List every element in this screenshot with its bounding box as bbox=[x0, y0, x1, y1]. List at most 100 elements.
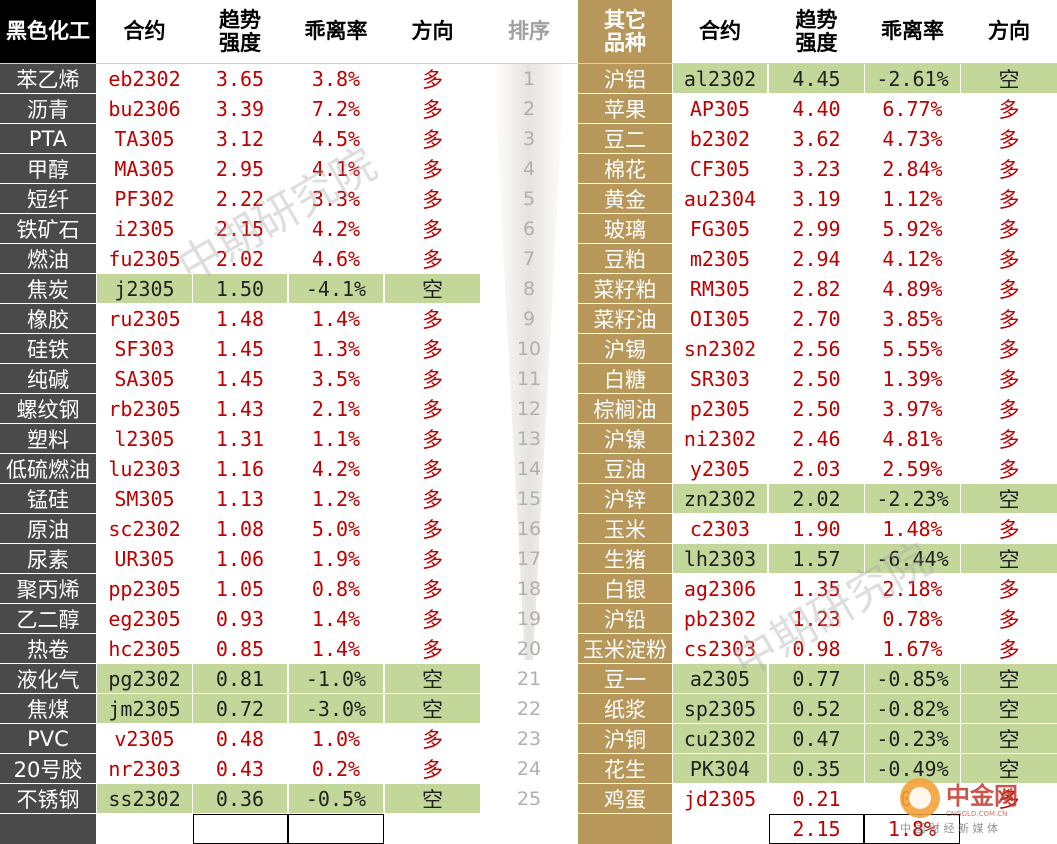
right-row-contract: c2303 bbox=[689, 516, 751, 541]
left-row-strength: 1.05 bbox=[215, 576, 265, 601]
right-row-name: 黄金 bbox=[578, 184, 672, 213]
sort-rank: 7 bbox=[522, 247, 536, 270]
right-row-contract: p2305 bbox=[689, 396, 751, 421]
left-row-deviation: 0.2% bbox=[311, 756, 361, 781]
right-row-name: 豆二 bbox=[578, 124, 672, 153]
right-row-contract: jd2305 bbox=[683, 786, 757, 811]
left-row-deviation: -3.0% bbox=[289, 694, 383, 723]
logo-url: CNGOLD.COM.CN bbox=[946, 810, 1007, 818]
logo-subtitle: 中 国 财 经 新 媒 体 bbox=[900, 821, 998, 835]
right-row-name: 豆粕 bbox=[578, 244, 672, 273]
right-row-deviation: 3.85% bbox=[882, 306, 943, 331]
left-row-contract: ru2305 bbox=[108, 306, 181, 331]
sort-column-gradient bbox=[493, 64, 565, 660]
left-row-name: 塑料 bbox=[0, 424, 96, 453]
right-row-direction: 多 bbox=[998, 457, 1020, 482]
right-row-deviation: 5.92% bbox=[882, 216, 943, 241]
left-row-contract: nr2303 bbox=[108, 756, 181, 781]
right-row-strength: 1.90 bbox=[792, 516, 841, 541]
right-row-direction: 多 bbox=[998, 787, 1020, 812]
right-row-deviation: 4.73% bbox=[882, 126, 943, 151]
left-row-strength: 0.72 bbox=[193, 694, 287, 723]
left-row-direction: 多 bbox=[422, 217, 443, 242]
right-row-strength: 3.19 bbox=[792, 186, 841, 211]
right-row-contract: FG305 bbox=[689, 216, 751, 241]
left-row-deviation: 1.4% bbox=[311, 636, 361, 661]
right-row-direction: 多 bbox=[998, 607, 1020, 632]
left-row-direction: 空 bbox=[385, 664, 480, 693]
right-row-name: 玉米 bbox=[578, 514, 672, 543]
right-header-direction: 方向 bbox=[988, 19, 1030, 43]
sort-rank: 23 bbox=[516, 727, 542, 750]
left-row-deviation: 4.6% bbox=[311, 246, 361, 271]
right-row-direction: 多 bbox=[998, 367, 1020, 392]
left-row-contract: rb2305 bbox=[108, 396, 181, 421]
right-row-direction: 空 bbox=[961, 724, 1057, 753]
left-row-name: 热卷 bbox=[0, 634, 96, 663]
left-row-contract: bu2306 bbox=[108, 96, 181, 121]
right-row-direction: 多 bbox=[998, 217, 1020, 242]
right-header-category: 其它 品种 bbox=[578, 0, 672, 63]
right-row-name: 玻璃 bbox=[578, 214, 672, 243]
right-row-contract: ni2302 bbox=[683, 426, 757, 451]
right-row-strength: 2.46 bbox=[792, 426, 841, 451]
right-row-direction: 多 bbox=[998, 277, 1020, 302]
right-row-direction: 多 bbox=[998, 577, 1020, 602]
left-row-contract: l2305 bbox=[114, 426, 175, 451]
right-row-direction: 多 bbox=[998, 157, 1020, 182]
right-row-deviation: -2.23% bbox=[865, 484, 960, 513]
right-row-strength: 0.77 bbox=[769, 664, 864, 693]
left-row-contract: jm2305 bbox=[97, 694, 192, 723]
right-row-deviation: 1.39% bbox=[882, 366, 943, 391]
right-row-contract: sp2305 bbox=[673, 694, 767, 723]
right-row-strength: 2.50 bbox=[792, 366, 841, 391]
left-row-name: 橡胶 bbox=[0, 304, 96, 333]
sort-rank: 24 bbox=[516, 757, 542, 780]
left-row-deviation: 1.0% bbox=[311, 726, 361, 751]
right-row-name: 棉花 bbox=[578, 154, 672, 183]
left-row-name: 甲醇 bbox=[0, 154, 96, 183]
right-row-contract: RM305 bbox=[689, 276, 751, 301]
right-row-contract: zn2302 bbox=[673, 484, 767, 513]
left-row-strength: 1.48 bbox=[215, 306, 265, 331]
right-row-name: 菜籽油 bbox=[578, 304, 672, 333]
right-row-contract: m2305 bbox=[689, 246, 751, 271]
left-row-strength: 1.06 bbox=[215, 546, 265, 571]
left-row-strength: 0.43 bbox=[215, 756, 265, 781]
right-row-deviation: 4.81% bbox=[882, 426, 943, 451]
left-row-deviation: 1.4% bbox=[311, 306, 361, 331]
right-row-name: 沪铅 bbox=[578, 604, 672, 633]
right-header-contract: 合约 bbox=[699, 19, 741, 43]
left-row-direction: 多 bbox=[422, 127, 443, 152]
left-row-name: 焦煤 bbox=[0, 694, 96, 723]
left-row-name: 低硫燃油 bbox=[0, 454, 96, 483]
right-row-contract: OI305 bbox=[689, 306, 751, 331]
right-row-contract: y2305 bbox=[689, 456, 751, 481]
right-row-strength: 3.23 bbox=[792, 156, 841, 181]
sort-rank: 9 bbox=[522, 307, 536, 330]
right-row-contract: a2305 bbox=[673, 664, 767, 693]
left-row-direction: 多 bbox=[422, 487, 443, 512]
left-row-direction: 空 bbox=[385, 274, 480, 303]
right-row-deviation: 3.97% bbox=[882, 396, 943, 421]
left-row-name: PVC bbox=[0, 724, 96, 753]
left-row-strength: 3.12 bbox=[215, 126, 265, 151]
right-row-name: 苹果 bbox=[578, 94, 672, 123]
header-divider bbox=[0, 63, 1057, 64]
left-row-contract: j2305 bbox=[97, 274, 192, 303]
left-row-strength: 1.50 bbox=[193, 274, 287, 303]
left-row-name: 纯碱 bbox=[0, 364, 96, 393]
right-row-direction: 多 bbox=[998, 187, 1020, 212]
left-header-contract: 合约 bbox=[123, 19, 166, 43]
left-row-name: 焦炭 bbox=[0, 274, 96, 303]
left-row-contract: TA305 bbox=[114, 126, 175, 151]
left-row-name: 硅铁 bbox=[0, 334, 96, 363]
left-row-contract: eg2305 bbox=[108, 606, 181, 631]
right-row-name: 菜籽粕 bbox=[578, 274, 672, 303]
left-row-deviation: 5.0% bbox=[311, 516, 361, 541]
right-row-strength: 3.62 bbox=[792, 126, 841, 151]
left-row-direction: 多 bbox=[422, 517, 443, 542]
left-footer-box bbox=[288, 814, 384, 844]
left-row-strength: 1.08 bbox=[215, 516, 265, 541]
